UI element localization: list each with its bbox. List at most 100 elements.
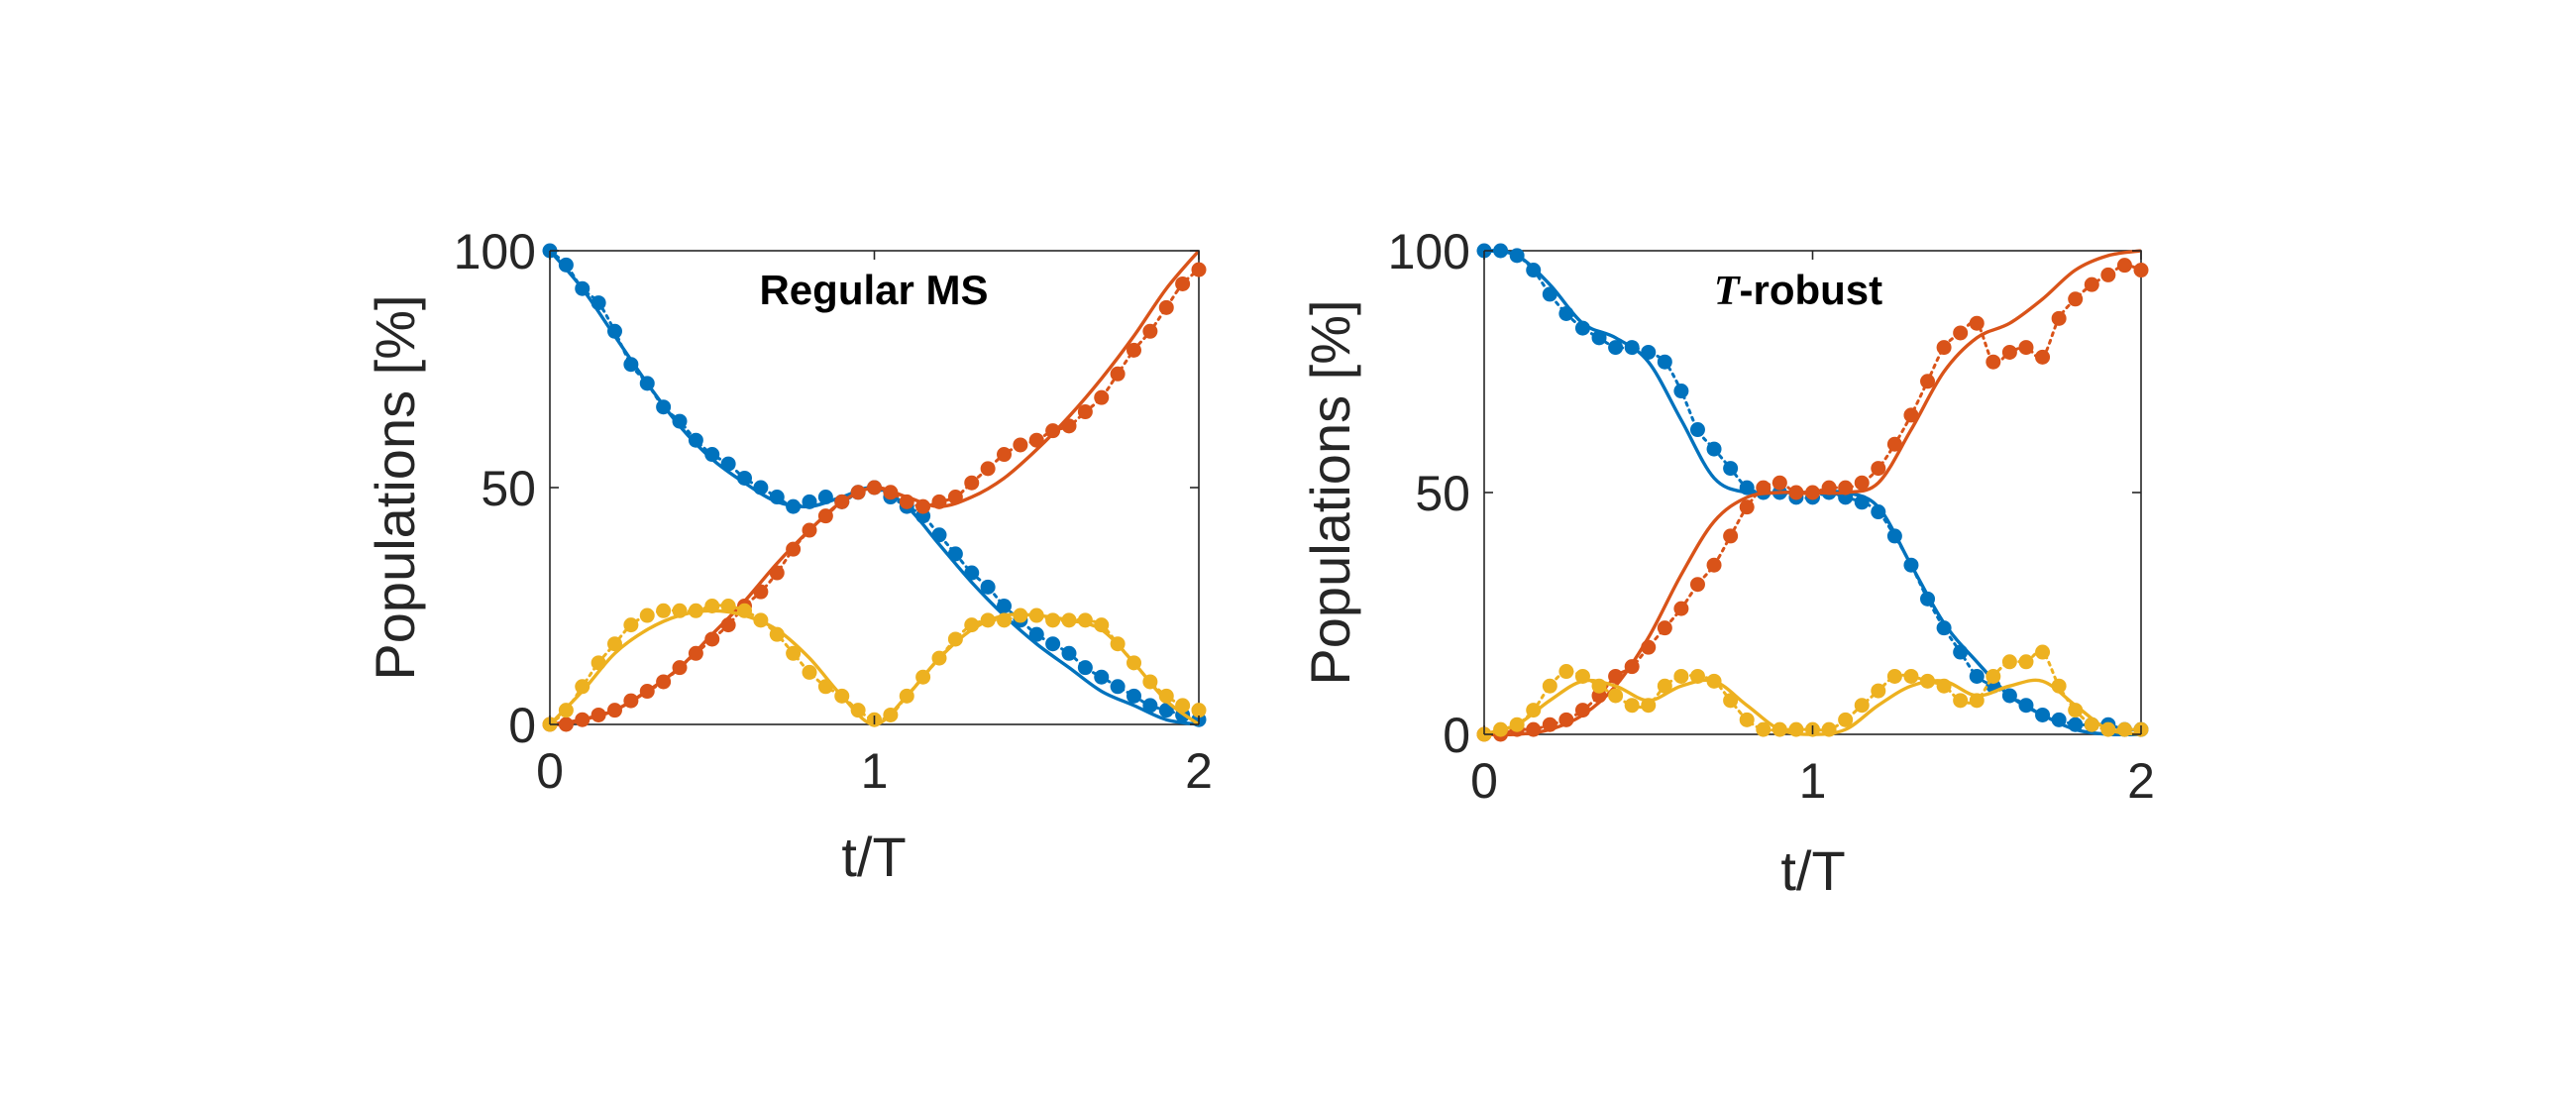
data-point bbox=[753, 480, 769, 496]
data-point bbox=[867, 480, 882, 496]
data-point bbox=[607, 323, 622, 339]
data-point bbox=[997, 612, 1012, 628]
data-point bbox=[931, 527, 947, 543]
data-point bbox=[1953, 325, 1969, 341]
data-point bbox=[1574, 320, 1590, 336]
data-point bbox=[964, 565, 980, 581]
data-point bbox=[1077, 404, 1093, 420]
data-point bbox=[1886, 668, 1902, 684]
data-point bbox=[2018, 698, 2034, 714]
data-point bbox=[947, 631, 963, 647]
data-point bbox=[1127, 688, 1141, 704]
data-point bbox=[2018, 654, 2034, 670]
data-point bbox=[639, 376, 655, 391]
data-point bbox=[1094, 669, 1110, 685]
data-point bbox=[883, 485, 899, 500]
data-point bbox=[607, 703, 622, 718]
data-point bbox=[2100, 267, 2116, 282]
data-point bbox=[1608, 688, 1624, 704]
data-point bbox=[1624, 698, 1640, 714]
data-point bbox=[1028, 432, 1044, 448]
data-point bbox=[834, 494, 850, 509]
data-point bbox=[688, 432, 703, 448]
data-point bbox=[2068, 703, 2084, 718]
data-point bbox=[1706, 673, 1722, 689]
data-point bbox=[1854, 698, 1870, 714]
data-point bbox=[2100, 721, 2116, 737]
data-point bbox=[1936, 340, 1952, 356]
data-point bbox=[802, 664, 817, 680]
data-point bbox=[1127, 342, 1141, 358]
data-point bbox=[2068, 717, 2084, 732]
data-point bbox=[1641, 698, 1657, 714]
data-point bbox=[947, 546, 963, 562]
data-point bbox=[1821, 480, 1837, 496]
data-point bbox=[1493, 243, 1509, 259]
data-point bbox=[1493, 721, 1509, 737]
data-point bbox=[997, 447, 1012, 463]
data-point bbox=[1558, 712, 1574, 727]
data-point bbox=[1526, 721, 1542, 737]
data-point bbox=[2116, 721, 2132, 737]
x-tick-label: 0 bbox=[536, 743, 564, 799]
data-point bbox=[1608, 340, 1624, 356]
data-point bbox=[737, 470, 752, 486]
data-point bbox=[1657, 620, 1672, 636]
data-point bbox=[1061, 418, 1077, 434]
data-point bbox=[1542, 678, 1557, 694]
data-point bbox=[2133, 263, 2149, 278]
x-axis-label: t/T bbox=[841, 826, 906, 888]
data-point bbox=[656, 674, 672, 690]
data-point bbox=[1886, 528, 1902, 544]
axis-ticks: 0 1 2 0 50 100 bbox=[454, 224, 1213, 799]
data-point bbox=[769, 626, 785, 642]
data-point bbox=[2001, 688, 2017, 704]
data-point bbox=[1591, 330, 1607, 346]
data-point bbox=[2051, 310, 2067, 326]
data-point bbox=[2051, 712, 2067, 727]
data-point bbox=[1110, 636, 1126, 652]
data-point bbox=[1756, 480, 1771, 496]
data-point bbox=[639, 607, 655, 623]
x-tick-label: 1 bbox=[1799, 753, 1827, 809]
y-axis-label: Populations [%] bbox=[1299, 299, 1361, 685]
data-point bbox=[1094, 617, 1110, 633]
data-point bbox=[672, 413, 688, 429]
data-point bbox=[704, 631, 720, 647]
data-point bbox=[2035, 707, 2051, 722]
data-point bbox=[590, 295, 606, 311]
data-point bbox=[1094, 389, 1110, 405]
data-point bbox=[1077, 660, 1093, 676]
data-point bbox=[1771, 475, 1787, 491]
chart-panel-regular-ms: 0 1 2 0 50 100 Regular MS t/T Populations [%] bbox=[364, 224, 1213, 888]
data-point bbox=[1969, 315, 1985, 331]
x-tick-label: 1 bbox=[861, 743, 889, 799]
data-point bbox=[1061, 612, 1077, 628]
data-point bbox=[964, 617, 980, 633]
data-point bbox=[575, 712, 590, 727]
data-point bbox=[883, 707, 899, 722]
data-point bbox=[1509, 248, 1525, 264]
data-point bbox=[1657, 354, 1672, 370]
y-tick-label: 0 bbox=[508, 698, 536, 753]
data-point bbox=[1657, 678, 1672, 694]
data-point bbox=[656, 399, 672, 415]
data-point bbox=[590, 707, 606, 722]
y-axis-label: Populations [%] bbox=[364, 294, 426, 680]
series-2 bbox=[542, 599, 1207, 732]
chart-panel-t-robust: 0 1 2 0 50 100 T-robust t/T Populations [%] bbox=[1299, 224, 2155, 902]
data-point bbox=[1574, 703, 1590, 718]
panel-title: Regular MS bbox=[759, 267, 988, 313]
data-point bbox=[558, 717, 574, 732]
data-point bbox=[1142, 674, 1158, 690]
data-point bbox=[2084, 717, 2099, 732]
data-point bbox=[720, 617, 736, 633]
data-point bbox=[2068, 291, 2084, 307]
data-point bbox=[1624, 659, 1640, 675]
x-tick-label: 2 bbox=[1185, 743, 1213, 799]
data-point bbox=[1574, 668, 1590, 684]
data-point bbox=[1771, 721, 1787, 737]
data-point bbox=[931, 650, 947, 666]
data-point bbox=[1723, 693, 1739, 709]
